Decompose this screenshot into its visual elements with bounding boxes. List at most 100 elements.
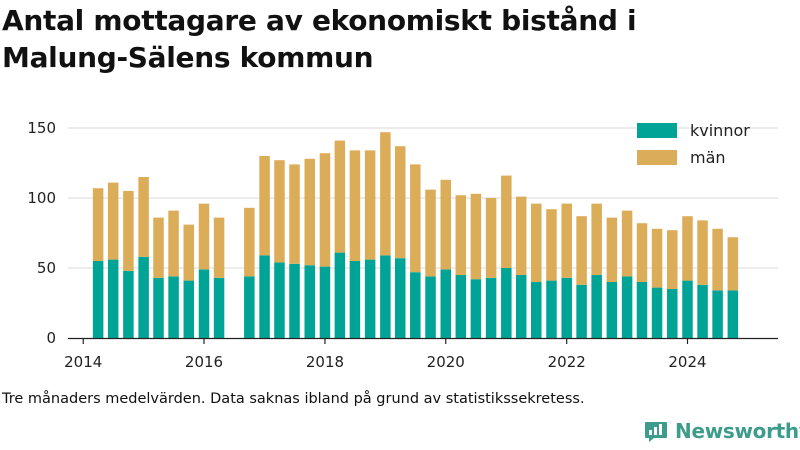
bar-man[interactable] — [425, 189, 436, 277]
x-tick-label: 2014 — [64, 353, 102, 371]
bar-man[interactable] — [304, 158, 315, 266]
bar-man[interactable] — [576, 216, 587, 285]
bar-kvinnor[interactable] — [410, 272, 421, 338]
bar-man[interactable] — [123, 191, 134, 271]
bar-kvinnor[interactable] — [274, 262, 285, 338]
bar-man[interactable] — [561, 203, 572, 278]
bar-kvinnor[interactable] — [394, 258, 406, 338]
bar-kvinnor[interactable] — [576, 284, 587, 338]
bar-kvinnor[interactable] — [183, 280, 195, 338]
bar-kvinnor[interactable] — [727, 290, 739, 338]
bar-man[interactable] — [727, 237, 739, 291]
bar-kvinnor[interactable] — [470, 279, 482, 338]
bar-kvinnor[interactable] — [501, 268, 512, 338]
bar-man[interactable] — [621, 210, 633, 277]
footnote: Tre månaders medelvärden. Data saknas ib… — [2, 391, 585, 407]
bar-kvinnor[interactable] — [259, 255, 270, 338]
bar-man[interactable] — [606, 217, 618, 282]
y-tick-label: 100 — [27, 189, 56, 207]
bar-kvinnor[interactable] — [425, 276, 436, 338]
bar-man[interactable] — [531, 203, 542, 282]
bar-kvinnor[interactable] — [92, 261, 104, 338]
bar-man[interactable] — [697, 220, 708, 285]
legend: kvinnor män — [637, 121, 750, 167]
bar-man[interactable] — [153, 217, 164, 278]
bar-kvinnor[interactable] — [349, 261, 361, 338]
x-tick-label: 2016 — [185, 353, 223, 371]
bar-kvinnor[interactable] — [440, 269, 452, 338]
legend-label: kvinnor — [690, 121, 750, 140]
bar-man[interactable] — [470, 193, 482, 280]
bar-man[interactable] — [651, 228, 663, 288]
bar-man[interactable] — [244, 207, 255, 277]
bar-man[interactable] — [274, 160, 285, 263]
bar-kvinnor[interactable] — [289, 263, 300, 338]
bar-kvinnor[interactable] — [606, 282, 618, 338]
bar-man[interactable] — [349, 150, 361, 261]
bar-man[interactable] — [364, 150, 376, 260]
bar-man[interactable] — [546, 209, 557, 281]
bar-man[interactable] — [289, 164, 300, 264]
bar-kvinnor[interactable] — [107, 259, 119, 338]
bar-kvinnor[interactable] — [123, 270, 134, 338]
bar-man[interactable] — [440, 179, 452, 270]
bar-man[interactable] — [515, 196, 527, 275]
bar-kvinnor[interactable] — [531, 282, 542, 338]
bar-man[interactable] — [107, 182, 119, 260]
bar-man[interactable] — [501, 175, 512, 268]
x-tick-label: 2024 — [668, 353, 706, 371]
bar-man[interactable] — [168, 210, 179, 277]
bar-man[interactable] — [92, 188, 104, 261]
bar-kvinnor[interactable] — [213, 277, 225, 338]
bar-kvinnor[interactable] — [561, 277, 572, 338]
bar-kvinnor[interactable] — [380, 255, 391, 338]
bar-kvinnor[interactable] — [712, 290, 723, 338]
bar-kvinnor[interactable] — [455, 275, 467, 338]
bar-kvinnor[interactable] — [621, 276, 633, 338]
bar-man[interactable] — [334, 140, 346, 253]
x-tick-label: 2022 — [548, 353, 586, 371]
bar-man[interactable] — [138, 177, 149, 257]
bar-man[interactable] — [380, 132, 391, 256]
bar-kvinnor[interactable] — [697, 284, 708, 338]
bar-kvinnor[interactable] — [304, 265, 315, 338]
bar-man[interactable] — [667, 230, 678, 289]
bar-kvinnor[interactable] — [198, 269, 210, 338]
bar-kvinnor[interactable] — [153, 277, 164, 338]
bar-man[interactable] — [259, 156, 270, 256]
bar-kvinnor[interactable] — [244, 276, 255, 338]
bar-kvinnor[interactable] — [515, 275, 527, 338]
legend-swatch — [637, 150, 677, 165]
chart-title: Antal mottagare av ekonomiskt bistånd i … — [2, 4, 637, 74]
bar-man[interactable] — [198, 203, 210, 270]
bar-kvinnor[interactable] — [319, 266, 331, 338]
bar-kvinnor[interactable] — [651, 287, 663, 338]
brand-logo[interactable]: Newsworthy — [644, 419, 800, 443]
bar-kvinnor[interactable] — [168, 276, 179, 338]
bar-kvinnor[interactable] — [485, 277, 497, 338]
x-tick-label: 2020 — [427, 353, 465, 371]
bar-man[interactable] — [682, 216, 693, 281]
bar-man[interactable] — [410, 164, 421, 273]
bar-man[interactable] — [591, 203, 602, 275]
bar-kvinnor[interactable] — [334, 252, 346, 338]
axes: 0 50 100 150 2014 2016 2018 2020 2022 2024 — [27, 119, 778, 371]
bar-man[interactable] — [455, 195, 467, 275]
bar-kvinnor[interactable] — [667, 289, 678, 338]
bar-man[interactable] — [183, 224, 195, 281]
bar-kvinnor[interactable] — [546, 280, 557, 338]
bar-kvinnor[interactable] — [636, 282, 648, 338]
bar-man[interactable] — [485, 198, 497, 278]
bar-man[interactable] — [319, 153, 331, 267]
bar-man[interactable] — [213, 217, 225, 278]
legend-label: män — [690, 148, 726, 167]
bar-man[interactable] — [712, 228, 723, 291]
bar-man[interactable] — [636, 223, 648, 282]
bar-man[interactable] — [394, 146, 406, 259]
bar-kvinnor[interactable] — [138, 256, 149, 338]
bar-kvinnor[interactable] — [364, 259, 376, 338]
bar-kvinnor[interactable] — [682, 280, 693, 338]
bar-kvinnor[interactable] — [591, 275, 602, 338]
brand-name: Newsworthy — [675, 419, 800, 443]
